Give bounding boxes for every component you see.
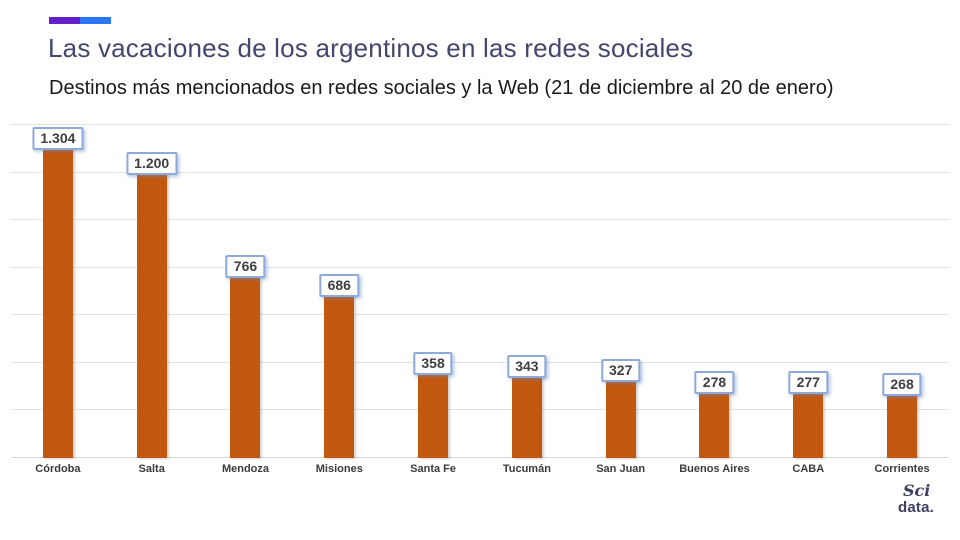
category-label-santa-fe: Santa Fe — [410, 463, 457, 475]
category-label-misiones: Misiones — [315, 463, 363, 475]
category-label-san-juan: San Juan — [596, 463, 646, 475]
bar-column-corrientes: 268 — [855, 125, 949, 458]
value-label-caba: 277 — [788, 371, 828, 395]
bar-buenos-aires[interactable] — [699, 391, 730, 458]
accent-segment-blue — [80, 17, 111, 24]
bar-column-salta: 1.200 — [105, 125, 199, 458]
value-label-mendoza: 766 — [225, 254, 266, 278]
category-label-caba: CABA — [792, 463, 825, 475]
gridline — [11, 266, 949, 268]
category-label-buenos-aires: Buenos Aires — [679, 463, 750, 475]
bar-column-santa-fe: 358 — [386, 125, 480, 458]
baseline-gridline — [11, 457, 949, 458]
bar-column-cordoba: 1.304 — [11, 125, 105, 458]
value-label-buenos-aires: 278 — [694, 370, 735, 394]
category-label-corrientes: Corrientes — [874, 463, 930, 475]
value-label-tucuman: 343 — [507, 355, 547, 379]
accent-segment-purple — [49, 17, 80, 24]
bar-column-tucuman: 343 — [480, 125, 574, 458]
gridline — [11, 314, 949, 316]
value-label-san-juan: 327 — [600, 359, 641, 383]
page-title: Las vacaciones de los argentinos en las … — [48, 33, 694, 63]
logo-sci-text: Sci — [903, 481, 931, 500]
accent-bar — [49, 17, 111, 24]
category-label-cordoba: Córdoba — [35, 463, 81, 475]
bar-caba[interactable] — [793, 392, 824, 458]
category-label-mendoza: Mendoza — [221, 463, 270, 475]
bar-santa-fe[interactable] — [418, 372, 449, 458]
category-label-salta: Salta — [138, 463, 165, 475]
scidata-logo: Sci data. — [898, 481, 935, 516]
gridline — [11, 361, 949, 363]
category-label-tucuman: Tucumán — [502, 463, 551, 475]
gridline — [11, 409, 949, 411]
gridline — [11, 124, 949, 125]
value-label-cordoba: 1.304 — [32, 126, 84, 150]
bar-misiones[interactable] — [324, 294, 355, 458]
value-label-salta: 1.200 — [126, 151, 178, 175]
gridline — [11, 219, 949, 221]
bar-san-juan[interactable] — [605, 380, 636, 458]
logo-data-text: data. — [898, 499, 935, 516]
bar-column-san-juan: 327 — [574, 125, 668, 458]
bar-cordoba[interactable] — [42, 147, 73, 458]
bar-column-caba: 277 — [761, 125, 855, 458]
value-label-santa-fe: 358 — [413, 351, 453, 375]
category-axis: Córdoba Salta Mendoza Misiones Santa Fe Tucum… — [11, 463, 949, 475]
bar-mendoza[interactable] — [230, 275, 261, 458]
bar-columns: 1.304 1.200 766 686 358 343 327 278 277 268 — [11, 125, 949, 458]
bar-column-misiones: 686 — [292, 125, 386, 458]
gridline — [11, 171, 949, 173]
bar-column-mendoza: 766 — [199, 125, 293, 458]
bar-column-buenos-aires: 278 — [668, 125, 762, 458]
value-label-misiones: 686 — [319, 273, 359, 297]
bar-tucuman[interactable] — [511, 376, 542, 458]
page-subtitle: Destinos más mencionados en redes social… — [49, 77, 834, 99]
bar-corrientes[interactable] — [887, 394, 918, 458]
bar-salta[interactable] — [136, 172, 167, 458]
bar-chart-plot-area: 1.304 1.200 766 686 358 343 327 278 277 268 — [11, 124, 949, 458]
value-label-corrientes: 268 — [882, 373, 922, 397]
